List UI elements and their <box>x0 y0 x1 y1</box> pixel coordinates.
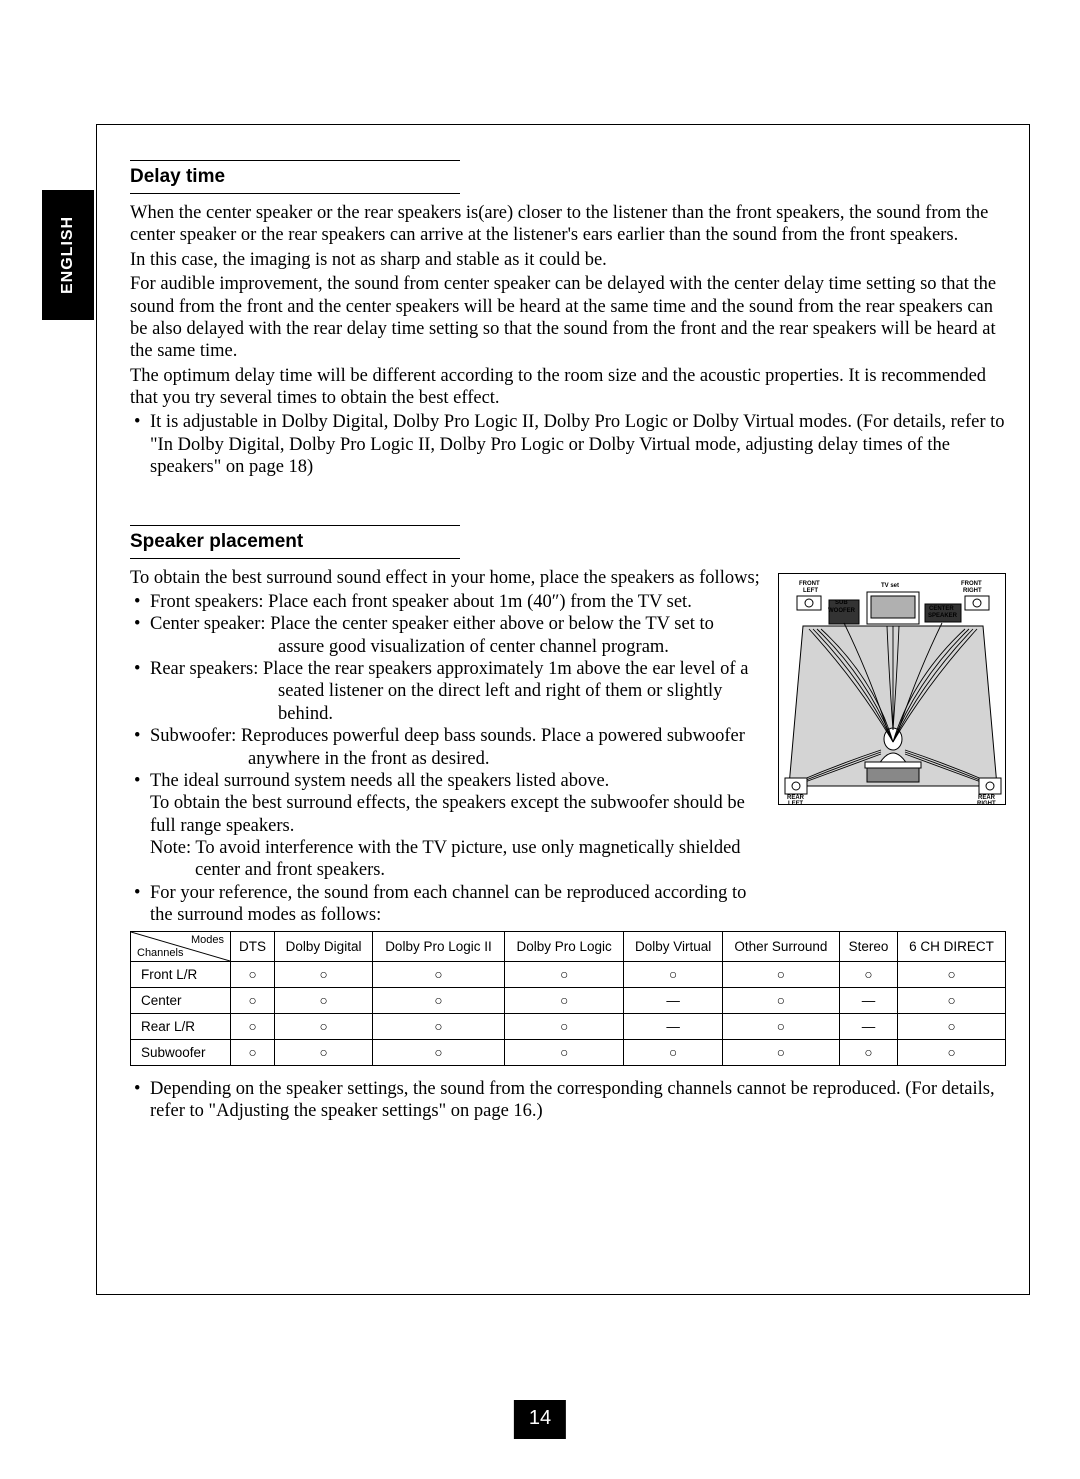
table-cell: ○ <box>504 1013 623 1039</box>
bullet-dot: • <box>130 411 150 478</box>
th-dts: DTS <box>231 931 275 961</box>
table-cell: ○ <box>373 961 505 987</box>
table-cell: ○ <box>898 961 1006 987</box>
placement-ref: • For your reference, the sound from eac… <box>130 882 760 927</box>
placement-diagram-container: FRONT LEFT TV set FRONT RIGHT SUB <box>778 573 1006 927</box>
table-cell: — <box>839 1013 897 1039</box>
svg-text:RIGHT: RIGHT <box>977 801 996 806</box>
th-6ch: 6 CH DIRECT <box>898 931 1006 961</box>
table-cell: — <box>839 987 897 1013</box>
th-dolby-digital: Dolby Digital <box>275 931 373 961</box>
table-cell: ○ <box>231 1039 275 1065</box>
table-corner: Modes Channels <box>131 931 231 961</box>
table-cell: ○ <box>624 1039 723 1065</box>
modes-table: Modes Channels DTS Dolby Digital Dolby P… <box>130 931 1006 1066</box>
delay-p4: The optimum delay time will be different… <box>130 365 1006 410</box>
table-cell: ○ <box>275 987 373 1013</box>
table-cell: ○ <box>231 961 275 987</box>
table-cell: ○ <box>504 961 623 987</box>
table-cell: ○ <box>275 1013 373 1039</box>
table-cell: ○ <box>839 1039 897 1065</box>
th-stereo: Stereo <box>839 931 897 961</box>
th-dolby-virtual: Dolby Virtual <box>624 931 723 961</box>
delay-bullet: • It is adjustable in Dolby Digital, Dol… <box>130 411 1006 478</box>
svg-text:LEFT: LEFT <box>803 588 818 594</box>
svg-text:CENTER: CENTER <box>929 606 954 612</box>
svg-text:RIGHT: RIGHT <box>963 588 982 594</box>
table-cell: ○ <box>898 987 1006 1013</box>
placement-front: • Front speakers: Place each front speak… <box>130 591 760 613</box>
table-row: Rear L/R○○○○—○—○ <box>131 1013 1006 1039</box>
table-cell: ○ <box>275 961 373 987</box>
th-other: Other Surround <box>722 931 839 961</box>
table-cell: ○ <box>722 1039 839 1065</box>
svg-text:SUB: SUB <box>835 600 848 606</box>
placement-footer: • Depending on the speaker settings, the… <box>130 1078 1006 1123</box>
table-cell: — <box>624 987 723 1013</box>
table-row: Subwoofer○○○○○○○○ <box>131 1039 1006 1065</box>
row-label: Rear L/R <box>131 1013 231 1039</box>
placement-columns: To obtain the best surround sound effect… <box>130 567 1006 927</box>
row-label: Center <box>131 987 231 1013</box>
table-cell: — <box>624 1013 723 1039</box>
table-row: Front L/R○○○○○○○○ <box>131 961 1006 987</box>
table-cell: ○ <box>722 987 839 1013</box>
table-cell: ○ <box>722 961 839 987</box>
speaker-placement-diagram: FRONT LEFT TV set FRONT RIGHT SUB <box>778 573 1006 805</box>
placement-intro: To obtain the best surround sound effect… <box>130 567 760 589</box>
table-cell: ○ <box>373 987 505 1013</box>
placement-ideal: • The ideal surround system needs all th… <box>130 770 760 882</box>
delay-p3: For audible improvement, the sound from … <box>130 273 1006 363</box>
placement-sub: • Subwoofer: Reproduces powerful deep ba… <box>130 725 760 770</box>
table-cell: ○ <box>231 1013 275 1039</box>
svg-text:FRONT: FRONT <box>961 581 982 587</box>
table-cell: ○ <box>898 1013 1006 1039</box>
row-label: Subwoofer <box>131 1039 231 1065</box>
table-cell: ○ <box>504 987 623 1013</box>
table-cell: ○ <box>722 1013 839 1039</box>
page-number: 14 <box>514 1400 566 1439</box>
placement-text: To obtain the best surround sound effect… <box>130 567 760 927</box>
table-cell: ○ <box>275 1039 373 1065</box>
language-tab: ENGLISH <box>42 190 94 320</box>
table-cell: ○ <box>373 1013 505 1039</box>
svg-text:FRONT: FRONT <box>799 581 820 587</box>
table-row: Center○○○○—○—○ <box>131 987 1006 1013</box>
table-cell: ○ <box>898 1039 1006 1065</box>
placement-center: • Center speaker: Place the center speak… <box>130 613 760 658</box>
section-title-delay: Delay time <box>130 160 460 194</box>
row-label: Front L/R <box>131 961 231 987</box>
table-cell: ○ <box>624 961 723 987</box>
table-cell: ○ <box>231 987 275 1013</box>
th-dpl2: Dolby Pro Logic II <box>373 931 505 961</box>
placement-rear: • Rear speakers: Place the rear speakers… <box>130 658 760 725</box>
svg-text:WOOFER: WOOFER <box>828 608 856 614</box>
table-cell: ○ <box>373 1039 505 1065</box>
table-cell: ○ <box>839 961 897 987</box>
svg-text:LEFT: LEFT <box>788 801 803 806</box>
th-dpl: Dolby Pro Logic <box>504 931 623 961</box>
svg-text:SPEAKER: SPEAKER <box>928 613 958 619</box>
delay-p2: In this case, the imaging is not as shar… <box>130 249 1006 271</box>
delay-bullet-text: It is adjustable in Dolby Digital, Dolby… <box>150 411 1006 478</box>
table-cell: ○ <box>504 1039 623 1065</box>
svg-text:TV set: TV set <box>881 583 899 589</box>
delay-p1: When the center speaker or the rear spea… <box>130 202 1006 247</box>
page-content: Delay time When the center speaker or th… <box>130 160 1006 1122</box>
section-title-placement: Speaker placement <box>130 525 460 559</box>
